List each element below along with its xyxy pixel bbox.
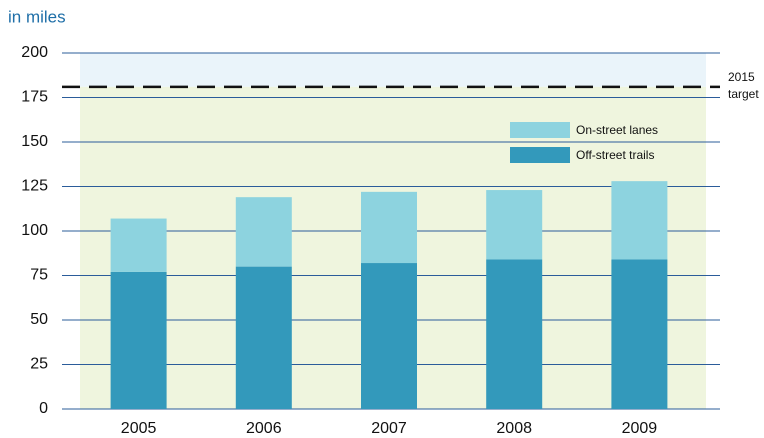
legend-swatch <box>510 122 570 138</box>
y-tick-label: 175 <box>21 89 48 106</box>
legend-label: Off-street trails <box>576 148 654 162</box>
x-tick-label: 2009 <box>622 420 658 437</box>
y-tick-label: 125 <box>21 178 48 195</box>
legend-swatch <box>510 147 570 163</box>
bar-segment <box>486 259 543 409</box>
bar-segment <box>486 190 543 260</box>
y-tick-label: 0 <box>39 400 48 417</box>
x-tick-label: 2007 <box>371 420 407 437</box>
chart-title: in miles <box>8 7 66 26</box>
legend-label: On-street lanes <box>576 123 658 137</box>
x-tick-label: 2006 <box>246 420 282 437</box>
x-tick-label: 2008 <box>496 420 532 437</box>
bar-segment <box>611 259 668 409</box>
bar-segment <box>611 181 668 260</box>
target-label: 2015 <box>728 70 755 84</box>
y-tick-label: 25 <box>30 356 48 373</box>
y-tick-label: 150 <box>21 133 48 150</box>
above-target-bg <box>80 53 706 87</box>
bar-segment <box>235 266 292 409</box>
bar-segment <box>110 218 167 272</box>
y-tick-label: 100 <box>21 222 48 239</box>
x-tick-label: 2005 <box>121 420 157 437</box>
y-tick-label: 50 <box>30 311 48 328</box>
target-label: target <box>728 87 759 101</box>
bar-segment <box>235 197 292 267</box>
bar-segment <box>110 271 167 409</box>
y-tick-label: 75 <box>30 267 48 284</box>
y-tick-label: 200 <box>21 44 48 61</box>
bar-segment <box>361 263 417 409</box>
bar-segment <box>361 191 417 264</box>
